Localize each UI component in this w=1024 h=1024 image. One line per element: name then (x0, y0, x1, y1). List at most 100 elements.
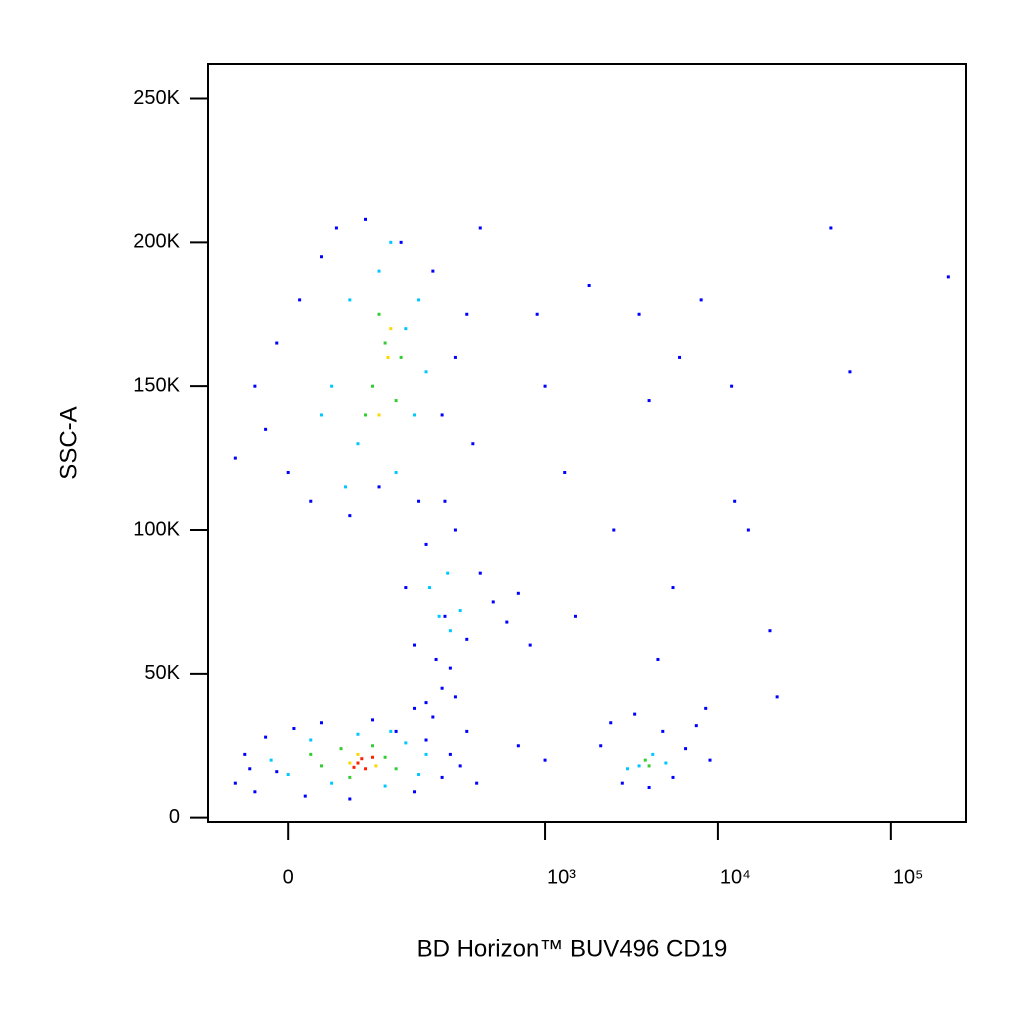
point (348, 514, 352, 518)
point (775, 695, 779, 699)
point (394, 399, 398, 403)
point (334, 226, 338, 230)
plot-frame (207, 63, 967, 823)
point (448, 629, 452, 633)
point (413, 643, 417, 647)
point (465, 637, 469, 641)
point (374, 764, 378, 768)
point (364, 767, 368, 771)
point (599, 744, 603, 748)
point (647, 764, 651, 768)
point (453, 355, 457, 359)
point (708, 758, 712, 762)
point (625, 767, 629, 771)
point (413, 790, 417, 794)
point (516, 744, 520, 748)
point (704, 706, 708, 710)
y-tick-label: 100K (133, 518, 180, 540)
point (587, 284, 591, 288)
point (383, 341, 387, 345)
y-tick-label: 50K (144, 662, 180, 684)
point (543, 758, 547, 762)
point (535, 312, 539, 316)
point (573, 614, 577, 618)
point (471, 442, 475, 446)
point (478, 571, 482, 575)
point (348, 761, 352, 765)
point (647, 399, 651, 403)
point (848, 370, 852, 374)
point (946, 275, 950, 279)
point (637, 312, 641, 316)
point (424, 370, 428, 374)
point (383, 784, 387, 788)
point (352, 765, 356, 769)
point (543, 384, 547, 388)
point (286, 773, 290, 777)
point (443, 499, 447, 503)
point (330, 384, 334, 388)
point (684, 747, 688, 751)
point (348, 797, 352, 801)
point (233, 781, 237, 785)
point (440, 413, 444, 417)
y-tick-label: 150K (133, 374, 180, 396)
point (386, 355, 390, 359)
point (298, 298, 302, 302)
point (389, 240, 393, 244)
point (371, 718, 375, 722)
point (377, 485, 381, 489)
point (377, 413, 381, 417)
point (286, 470, 290, 474)
point (651, 752, 655, 756)
point (431, 715, 435, 719)
point (417, 298, 421, 302)
point (319, 413, 323, 417)
point (733, 499, 737, 503)
point (437, 614, 441, 618)
point (275, 770, 279, 774)
point (458, 609, 462, 613)
point (356, 761, 360, 765)
point (413, 706, 417, 710)
point (253, 790, 257, 794)
point (356, 752, 360, 756)
point (424, 542, 428, 546)
point (389, 327, 393, 331)
point (478, 226, 482, 230)
point (440, 686, 444, 690)
point (364, 217, 368, 221)
y-tick-label: 0 (169, 806, 180, 828)
point (458, 764, 462, 768)
x-tick-label: 10⁴ (720, 866, 751, 888)
point (413, 413, 417, 417)
point (356, 732, 360, 736)
point (505, 620, 509, 624)
point (633, 712, 637, 716)
point (829, 226, 833, 230)
point (264, 735, 268, 739)
point (443, 614, 447, 618)
point (647, 785, 651, 789)
point (399, 355, 403, 359)
point (678, 355, 682, 359)
point (394, 470, 398, 474)
point (643, 758, 647, 762)
point (465, 729, 469, 733)
point (446, 571, 450, 575)
point (399, 240, 403, 244)
point (377, 269, 381, 273)
point (319, 721, 323, 725)
point (344, 485, 348, 489)
point (661, 729, 665, 733)
y-tick-label: 200K (133, 231, 180, 253)
point (465, 312, 469, 316)
point (656, 657, 660, 661)
point (233, 456, 237, 460)
point (620, 781, 624, 785)
point (563, 470, 567, 474)
point (612, 528, 616, 532)
point (671, 775, 675, 779)
point (309, 738, 313, 742)
